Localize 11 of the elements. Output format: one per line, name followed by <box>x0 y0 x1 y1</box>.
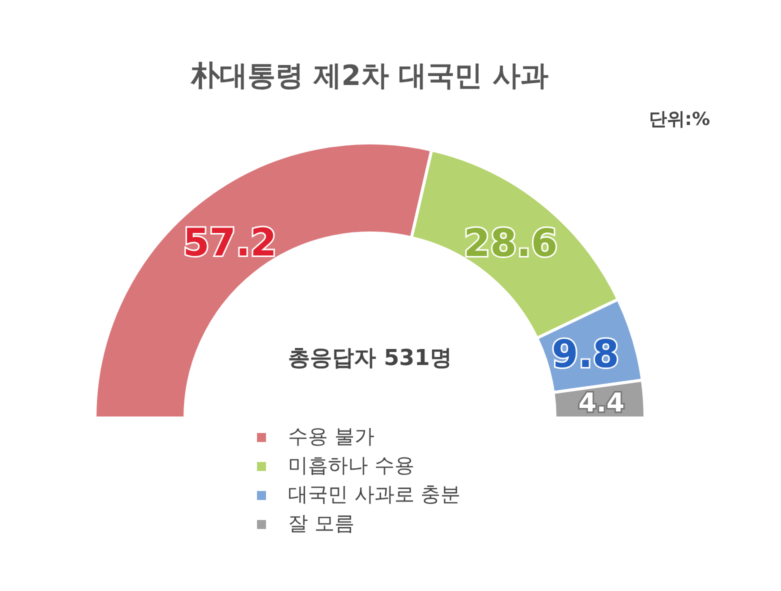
legend-label: 잘 모름 <box>288 511 354 535</box>
data-label: 28.6 <box>464 221 558 266</box>
legend-label: 수용 불가 <box>288 424 374 448</box>
chart-title: 朴대통령 제2차 대국민 사과 <box>190 59 548 92</box>
data-label: 9.8 <box>552 332 620 376</box>
data-label: 57.2 <box>182 220 277 265</box>
legend-label: 대국민 사과로 충분 <box>288 482 461 506</box>
legend-label: 미흡하나 수용 <box>288 453 414 477</box>
text: 단위:% <box>648 109 710 130</box>
text: 총응답자 531명 <box>288 346 452 371</box>
data-label: 4.4 <box>578 388 624 418</box>
